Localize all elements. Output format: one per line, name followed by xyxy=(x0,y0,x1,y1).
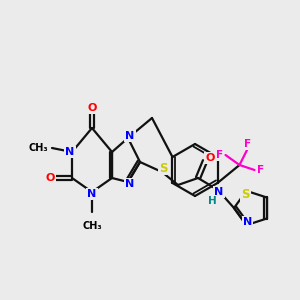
Text: O: O xyxy=(45,173,55,183)
Text: H: H xyxy=(208,196,216,206)
Text: CH₃: CH₃ xyxy=(28,143,48,153)
Text: N: N xyxy=(65,147,75,157)
Text: N: N xyxy=(125,131,135,141)
Text: F: F xyxy=(216,150,223,160)
Text: N: N xyxy=(125,179,135,189)
Text: S: S xyxy=(241,188,250,201)
Text: S: S xyxy=(159,161,167,175)
Text: N: N xyxy=(243,217,252,227)
Text: O: O xyxy=(87,103,97,113)
Text: CH₃: CH₃ xyxy=(82,221,102,231)
Text: F: F xyxy=(257,165,264,175)
Text: N: N xyxy=(87,189,97,199)
Text: F: F xyxy=(244,139,251,149)
Text: O: O xyxy=(205,153,215,163)
Text: N: N xyxy=(214,187,224,197)
